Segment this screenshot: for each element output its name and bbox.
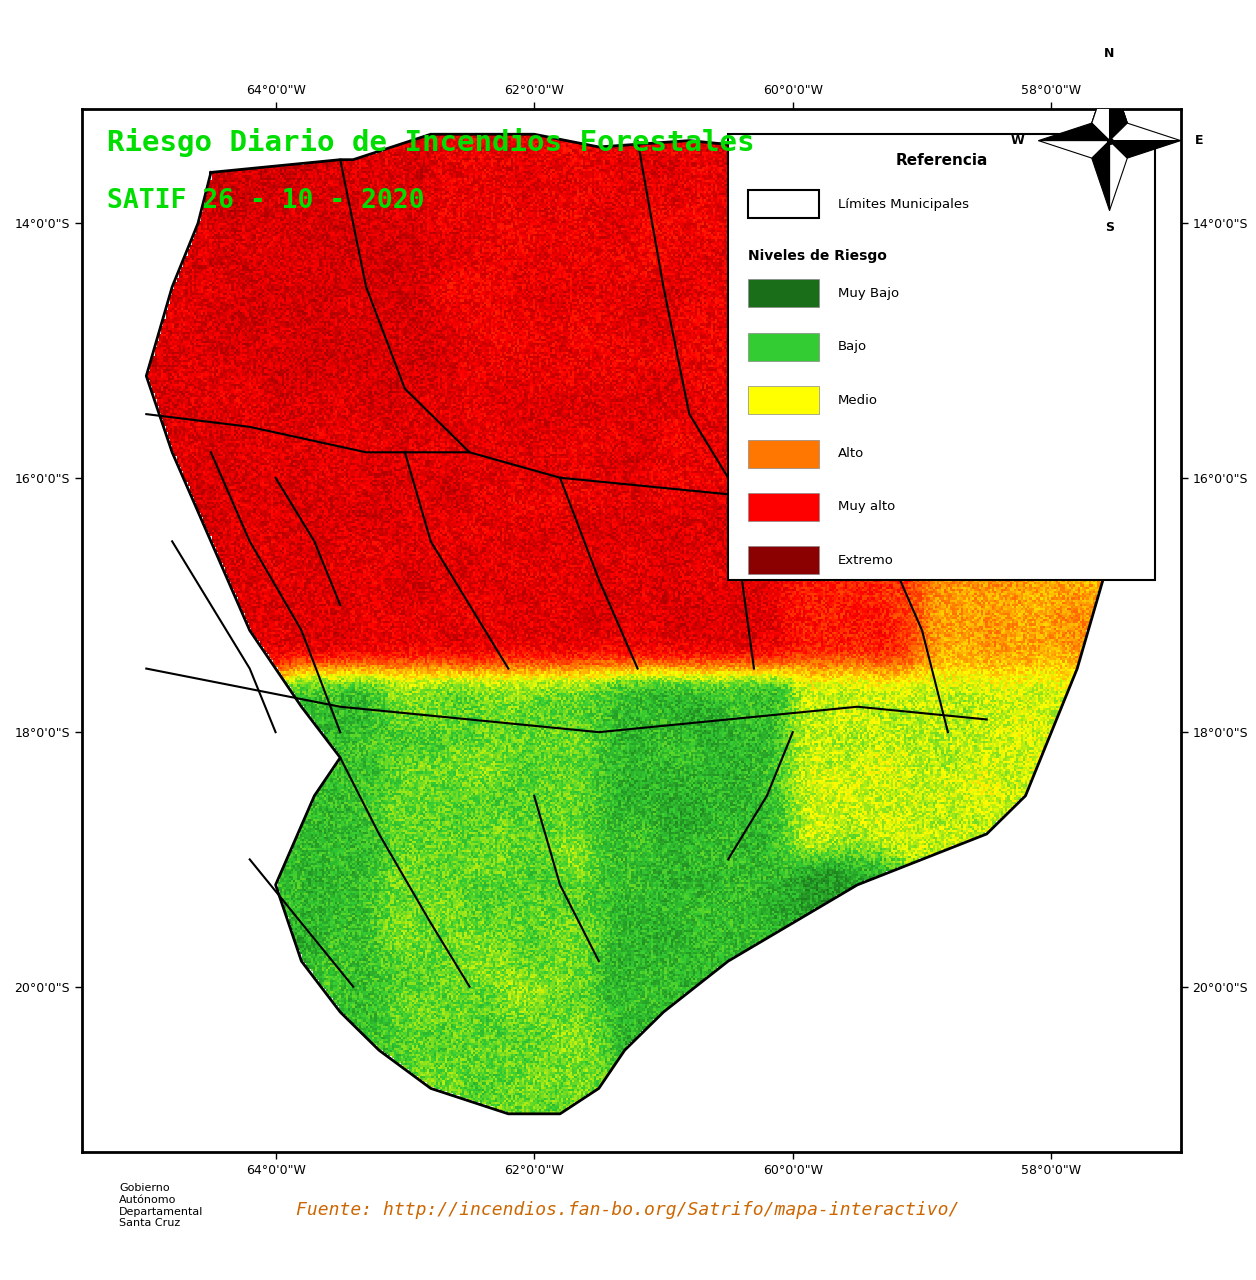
Bar — [747, 547, 819, 575]
Polygon shape — [1091, 70, 1128, 141]
Bar — [747, 387, 819, 415]
Polygon shape — [1091, 70, 1109, 141]
Text: Bajo: Bajo — [838, 340, 867, 353]
Text: Riesgo Diario de Incendios Forestales: Riesgo Diario de Incendios Forestales — [108, 128, 755, 157]
Bar — [728, 134, 1154, 580]
Text: S: S — [1105, 221, 1114, 234]
Text: Referencia: Referencia — [896, 154, 987, 169]
Polygon shape — [1109, 70, 1128, 141]
Bar — [747, 279, 819, 307]
Polygon shape — [1109, 141, 1128, 211]
Text: Gobierno
Autónomo
Departamental
Santa Cruz: Gobierno Autónomo Departamental Santa Cr… — [119, 1183, 203, 1229]
Text: Medio: Medio — [838, 394, 878, 407]
Polygon shape — [1091, 70, 1128, 141]
Polygon shape — [1039, 123, 1109, 141]
Text: E: E — [1194, 134, 1203, 147]
Bar — [747, 439, 819, 467]
Text: Alto: Alto — [838, 447, 864, 460]
Bar — [747, 493, 819, 521]
Text: Límites Municipales: Límites Municipales — [838, 197, 970, 211]
Text: SATIF 26 - 10 - 2020: SATIF 26 - 10 - 2020 — [108, 188, 425, 214]
Bar — [88, 109, 838, 205]
Text: W: W — [1010, 134, 1024, 147]
Bar — [747, 191, 819, 218]
Text: Extremo: Extremo — [838, 554, 894, 567]
Text: Muy Bajo: Muy Bajo — [838, 287, 899, 300]
Polygon shape — [1109, 141, 1181, 159]
Polygon shape — [1109, 123, 1181, 141]
Text: Muy alto: Muy alto — [838, 500, 896, 513]
Bar — [747, 333, 819, 361]
Polygon shape — [1091, 141, 1109, 211]
Polygon shape — [1039, 141, 1109, 159]
Text: Niveles de Riesgo: Niveles de Riesgo — [747, 248, 887, 262]
Text: Fuente: http://incendios.fan-bo.org/Satrifo/mapa-interactivo/: Fuente: http://incendios.fan-bo.org/Satr… — [296, 1201, 960, 1219]
Text: N: N — [1104, 47, 1115, 60]
